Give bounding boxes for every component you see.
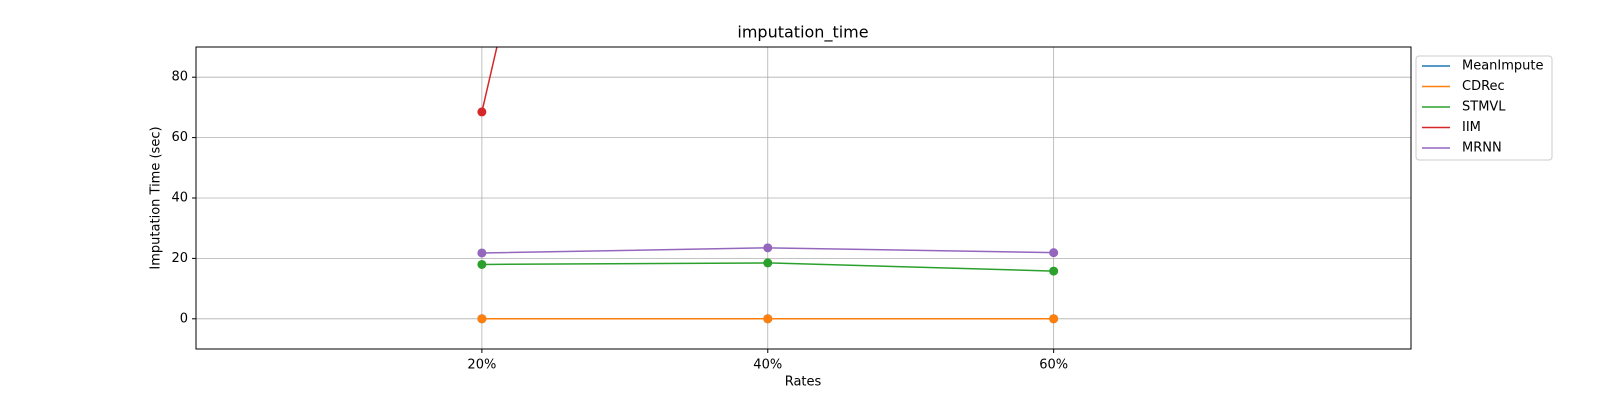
grid [196,47,1411,349]
plot-area [477,47,1059,324]
x-axis-label: Rates [785,375,822,390]
series-marker [477,248,487,258]
y-axis-label: Imputation Time (sec) [149,126,164,269]
chart-title: imputation_time [737,23,868,43]
x-tick-label: 60% [1039,358,1068,373]
series-marker [1049,314,1059,324]
x-tick-label: 20% [467,358,496,373]
legend-label: STMVL [1462,100,1506,115]
legend-label: IIM [1462,120,1481,135]
y-tick-label: 0 [180,311,188,326]
legend-frame [1415,55,1553,161]
y-tick-label: 60 [171,130,188,145]
series-marker [477,314,487,324]
series-marker [477,107,487,117]
y-tick-label: 80 [171,70,188,85]
series-marker [1049,248,1059,258]
series-marker [477,259,487,269]
x-tick-label: 40% [753,358,782,373]
legend-label: MRNN [1462,141,1502,156]
y-tick-label: 20 [171,251,188,266]
axes: 0 20 40 60 80 20% 40% 60% [171,70,1068,373]
legend-label: CDRec [1462,79,1505,94]
y-tick-label: 40 [171,191,188,206]
legend-label: MeanImpute [1462,59,1544,74]
series-marker [1049,266,1059,276]
series-marker [763,314,773,324]
legend: MeanImpute CDRec STMVL IIM MRNN [1422,59,1544,156]
series-marker [763,258,773,268]
series-marker [763,243,773,253]
